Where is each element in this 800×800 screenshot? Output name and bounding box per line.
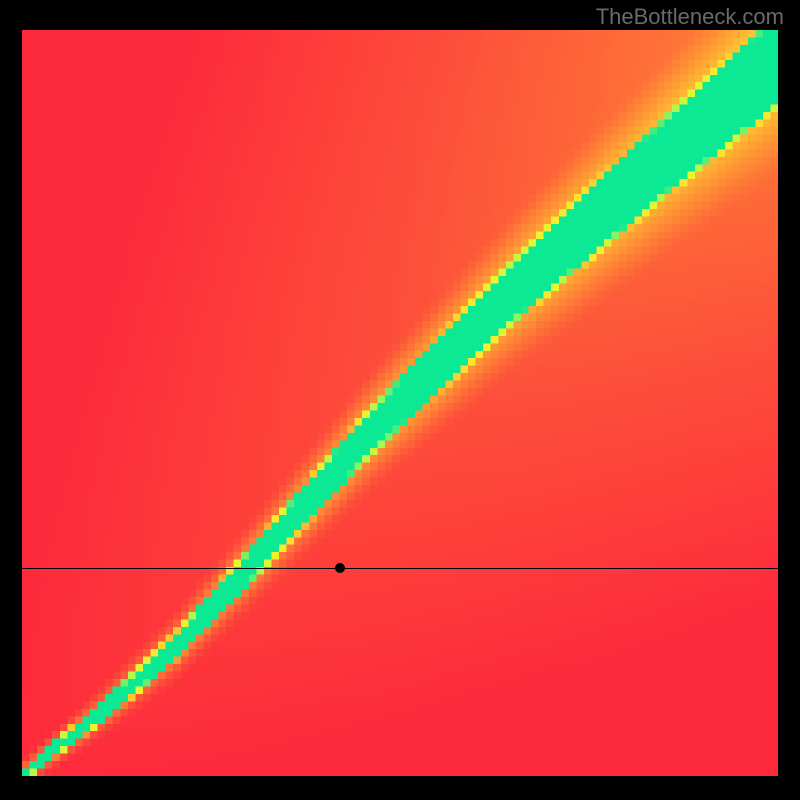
watermark-text: TheBottleneck.com [596, 4, 784, 30]
crosshair-horizontal [22, 568, 778, 569]
data-point-marker [335, 563, 345, 573]
heatmap-canvas [22, 30, 778, 776]
heatmap-plot [22, 30, 778, 776]
